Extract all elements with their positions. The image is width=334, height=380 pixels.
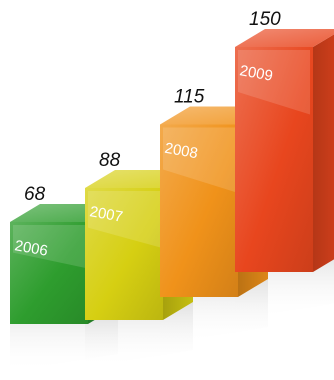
bar-front-2009 (235, 47, 313, 272)
bar-front-2007 (85, 188, 163, 320)
category-label-2007: 2007 (88, 203, 124, 226)
value-label-2006: 68 (24, 184, 46, 205)
bar-2009: 2009 150 (235, 9, 334, 272)
category-label-2009: 2009 (238, 62, 274, 85)
bar-gloss-2007 (88, 191, 160, 248)
bar-gloss-2006 (13, 225, 85, 268)
bars-group: 2006 68 2007 88 2008 115 2009 150 (10, 9, 334, 324)
value-label-2009: 150 (249, 9, 281, 30)
bar-gloss-2008 (163, 127, 235, 192)
bar-front-2008 (160, 124, 238, 297)
category-label-2006: 2006 (13, 237, 49, 260)
value-label-2008: 115 (174, 87, 205, 108)
bar-front-2006 (10, 222, 88, 324)
bar-gloss-2009 (238, 50, 310, 115)
category-label-2008: 2008 (163, 140, 199, 163)
bar-top-2009 (235, 29, 334, 47)
value-label-2007: 88 (99, 150, 121, 171)
bar-side-2009 (313, 34, 334, 272)
